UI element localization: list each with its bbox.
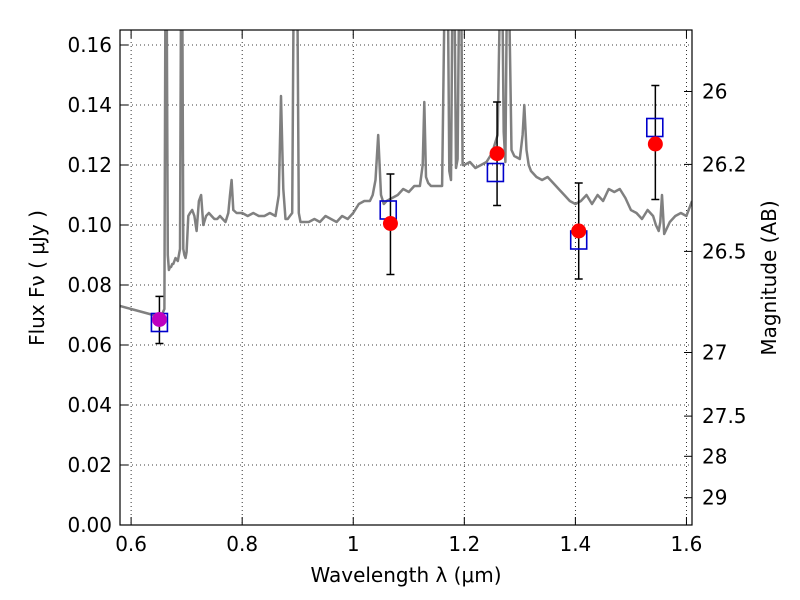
observed-point: [382, 216, 398, 231]
y-tick-label: 0.04: [67, 393, 112, 417]
right-tick-label: 27.5: [702, 404, 747, 428]
x-tick-label: 0.8: [226, 532, 258, 556]
y-tick-label: 0.10: [67, 213, 112, 237]
model-point: [486, 162, 505, 183]
y-tick-label: 0.00: [67, 513, 112, 537]
y-tick-label: 0.08: [67, 273, 112, 297]
plot-frame: [119, 29, 693, 526]
observed-point: [647, 136, 663, 152]
right-tick-label: 26.5: [702, 239, 747, 263]
y-tick-label: 0.12: [67, 153, 112, 177]
observed-point: [571, 223, 587, 239]
right-tick-label: 28: [702, 444, 727, 468]
right-axis-label: Magnitude (AB): [757, 200, 781, 355]
x-tick-label: 1.6: [671, 532, 703, 556]
spectrum-layer: [120, 30, 692, 317]
y-tick-label: 0.02: [67, 453, 112, 477]
x-tick-label: 1.4: [559, 532, 591, 556]
y-tick-label: 0.16: [67, 33, 112, 57]
y-tick-label: 0.06: [67, 333, 112, 357]
x-tick-label: 0.6: [115, 532, 147, 556]
right-tick-label: 27: [702, 341, 727, 365]
right-tick-label: 26: [702, 80, 727, 104]
spectrum-line: [120, 30, 692, 317]
x-tick-label: 1.2: [448, 532, 480, 556]
observed-point: [151, 312, 167, 327]
axis-ticks: 0.6 0.8 1 1.2 1.4 1.6 0.00 0.02 0.04 0.06 0.08 0.10…: [67, 30, 747, 556]
x-tick-label: 1: [347, 532, 360, 556]
right-tick-label: 26.2: [702, 152, 747, 176]
x-axis-label: Wavelength λ (μm): [310, 563, 501, 587]
observed-point: [489, 146, 505, 162]
y-axis-label: Flux Fν ( μJy ): [25, 210, 49, 346]
y-tick-label: 0.14: [67, 93, 112, 117]
right-tick-label: 29: [702, 486, 727, 510]
model-point: [645, 117, 664, 138]
observed-markers: [151, 136, 663, 327]
